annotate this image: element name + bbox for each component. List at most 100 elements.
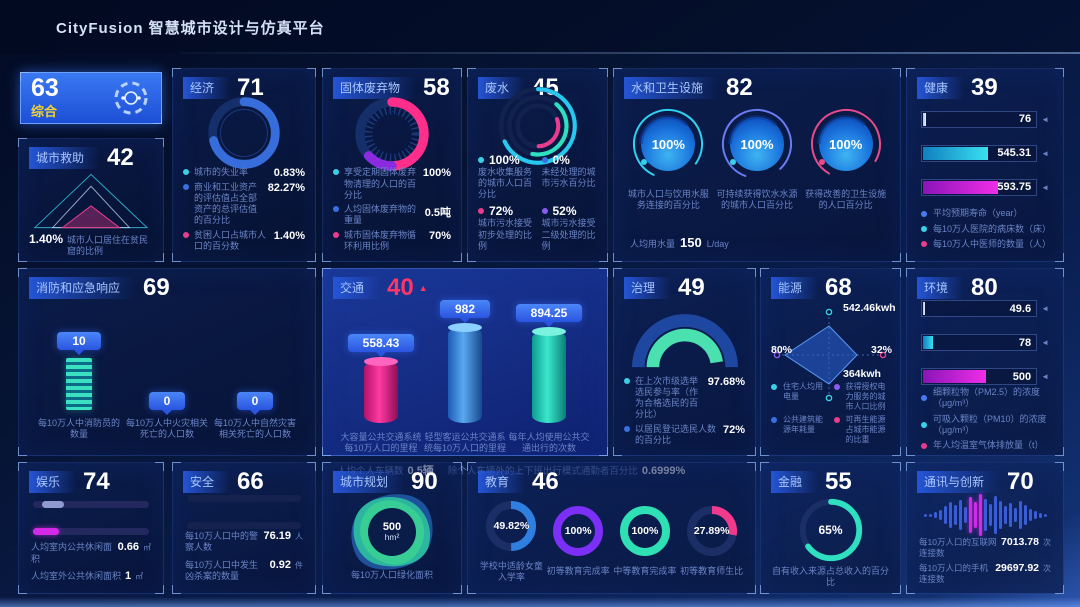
panel-energy[interactable]: 能源 68 542.46kwh 32% 364kwh 80% 住宅人均用电量 获…	[760, 268, 901, 456]
panel-health[interactable]: 健康 39 76 ◄ 545.31 ◄ 593.75 ◄ 平均预期寿命（year） 每…	[906, 68, 1064, 262]
cylinder-column: 982 轻型客运公共交通系统每10万人口的里程	[423, 300, 506, 454]
slider[interactable]	[33, 527, 149, 535]
slider[interactable]	[33, 500, 149, 508]
legend-item: 细颗粒物（PM2.5）的浓度（μg/m³）	[921, 387, 1049, 410]
panel-title-label: 健康	[917, 77, 965, 99]
liquid-gauge-svg	[721, 109, 792, 179]
recreation-stats: 人均室内公共休闲面积 0.66 ㎡ 人均室外公共休闲面积 1 ㎡	[29, 541, 153, 586]
panel-title: 健康 39	[917, 76, 1053, 100]
panel-title: 娱乐 74	[29, 470, 153, 494]
bar-row: 78 ◄	[921, 334, 1049, 351]
bullet-icon	[624, 425, 630, 432]
panel-solid-waste[interactable]: 固体废弃物 58 享受定期固体废弃物清理的人口的百分比 100% 人均固体废弃物的…	[322, 68, 462, 262]
governance-gauge-svg	[631, 313, 738, 368]
ring-label: 初等教育师生比	[680, 566, 744, 577]
panel-finance[interactable]: 金融 55 65% 自有收入来源占总收入的百分比	[760, 462, 901, 594]
panel-score: 69	[143, 274, 170, 301]
panel-environment[interactable]: 环境 80 49.6 ◄ 78 ◄ 500 ◄ 细颗粒物（PM2.5）的浓度（μg/m…	[906, 268, 1064, 456]
panel-title: 固体废弃物 58	[333, 76, 451, 100]
list-item: 在上次市级选举选民参与率（作为合格选民的百分比） 97.68%	[624, 376, 745, 421]
slider-knob[interactable]	[33, 527, 59, 535]
panel-score: 55	[825, 468, 852, 495]
panel-score: 66	[237, 468, 264, 495]
triangle-chart-svg	[33, 173, 149, 229]
panel-urban-planning[interactable]: 城市规划 90 500 hm² 每10万人口绿化面积	[322, 462, 462, 594]
bar	[187, 495, 301, 502]
environment-legend: 细颗粒物（PM2.5）的浓度（μg/m³） 可吸入颗粒（PM10）的浓度（μg/…	[917, 385, 1053, 455]
panel-communication[interactable]: 通讯与创新 70 每10万人口的互联网连接数 7013.78 次 每10万人口的手机…	[906, 462, 1064, 594]
panel-title-label: 通讯与创新	[917, 471, 1001, 493]
recreation-sliders	[29, 494, 153, 541]
bullet-icon	[921, 442, 927, 449]
communication-stats: 每10万人口的互联网连接数 7013.78 次 每10万人口的手机连接数 29697.…	[917, 536, 1053, 589]
panel-title: 城市规划 90	[333, 470, 451, 494]
striped-bar	[66, 357, 92, 410]
economy-donut-svg	[208, 97, 280, 169]
cylinder-bar	[532, 327, 566, 423]
panel-title-label: 消防和应急响应	[29, 277, 137, 299]
liquid-gauge: 100% 城市人口与饮用水服务连接的百分比	[624, 106, 712, 212]
bullet-icon	[624, 377, 630, 384]
panel-score: 70	[1007, 468, 1034, 495]
panel-education[interactable]: 教育 46 49.82% 学校中适龄女童入学率 1	[467, 462, 756, 594]
panel-fire-emergency[interactable]: 消防和应急响应 69 10 每10万人中消防员的数量 0 每10万人中火灾相关死…	[18, 268, 316, 456]
panel-transport[interactable]: 交通 40 ▲ 558.43 大容量公共交通系统每10万人口的里程 982 轻型…	[322, 268, 685, 477]
panel-title: 经济 71	[183, 76, 305, 100]
bullet-icon	[541, 208, 548, 215]
solid-waste-donut-svg	[355, 96, 429, 171]
panel-title: 通讯与创新 70	[917, 470, 1053, 494]
panel-city-aid[interactable]: 城市救助 42 1.40% 城市人口居住在贫民窟的比例	[18, 138, 164, 262]
panel-title-label: 环境	[917, 277, 965, 299]
cylinder-column: 558.43 大容量公共交通系统每10万人口的里程	[340, 334, 422, 454]
panel-governance[interactable]: 治理 49 在上次市级选举选民参与率（作为合格选民的百分比） 97.68% 以居民…	[613, 268, 756, 456]
water-usage-stat: 人均用水量 150 L/day	[630, 234, 729, 250]
bullet-icon	[478, 208, 484, 215]
finance-label: 自有收入来源占总收入的百分比	[771, 566, 889, 588]
panel-title: 安全 66	[183, 470, 305, 494]
gauge-value: 100%	[651, 136, 685, 152]
stat: 每10万人口中的警察人数 76.19 人	[185, 530, 303, 553]
value-bubble: 10	[57, 331, 101, 355]
panel-title: 交通 40 ▲	[333, 276, 597, 300]
value-bubble: 0	[236, 391, 274, 415]
gauge-label: 城市人口与饮用水服务连接的百分比	[627, 189, 709, 211]
governance-gauge-chart	[624, 300, 745, 376]
city-aid-stat: 1.40% 城市人口居住在贫民窟的比例	[29, 232, 153, 258]
environment-bars-chart: 49.6 ◄ 78 ◄ 500 ◄	[917, 300, 1053, 385]
panel-title: 水和卫生设施 82	[624, 76, 890, 100]
bullet-icon	[541, 156, 548, 163]
panel-wastewater[interactable]: 废水 45 100% 废水收集服务的城市人口百分比 0% 未经处理的城市污水百分比 …	[467, 68, 608, 262]
panel-title-label: 城市规划	[333, 471, 405, 493]
bar-cap-icon: ◄	[1041, 338, 1049, 347]
panel-water-sanitation[interactable]: 水和卫生设施 82 100% 城市人口与饮用水服务连接的百分比	[613, 68, 901, 262]
legend-item: 可吸入颗粒（PM10）的浓度（μg/m³）	[921, 414, 1049, 437]
panel-recreation[interactable]: 娱乐 74 人均室内公共休闲面积 0.66 ㎡ 人均室外公共休闲面积 1 ㎡	[18, 462, 164, 594]
blob-center-value: 500 hm²	[368, 507, 416, 556]
fire-stats-chart: 10 每10万人中消防员的数量 0 每10万人中火灾相关死亡的人口数 0 每10…	[29, 300, 305, 448]
panel-title: 能源 68	[771, 276, 890, 300]
finance-ring-svg	[799, 498, 862, 562]
donut-ring: 27.89% 初等教育师生比	[680, 504, 744, 577]
panel-economy[interactable]: 经济 71 城市的失业率 0.83% 商业和工业资产的评估值占全部资产的总评估值的…	[172, 68, 316, 262]
ring-value: 49.82%	[493, 519, 530, 532]
composite-score: 63	[31, 73, 59, 102]
bullet-icon	[333, 231, 339, 238]
liquid-gauge-svg	[810, 109, 881, 179]
panel-score: 80	[971, 274, 998, 301]
donut-ring: 49.82% 学校中适龄女童入学率	[479, 499, 543, 584]
bar-row: 76 ◄	[921, 110, 1049, 128]
green-area-blob-chart: 500 hm²	[333, 481, 451, 582]
panel-score: 82	[726, 74, 753, 101]
panel-composite[interactable]: 63 综合	[20, 72, 162, 124]
bullet-icon	[921, 226, 927, 233]
water-gauges: 100% 城市人口与饮用水服务连接的百分比 100% 可持续获得饮水水源的城市人…	[624, 100, 890, 235]
slider-knob[interactable]	[42, 500, 64, 508]
donut-ring-svg	[619, 506, 670, 557]
panel-title-label: 废水	[478, 77, 526, 99]
donut-ring-svg	[553, 506, 604, 557]
panel-safety[interactable]: 安全 66 每10万人口中的警察人数 76.19 人 每10万人口中发生凶杀案的数量…	[172, 462, 316, 594]
ring-label: 学校中适龄女童入学率	[479, 560, 543, 582]
bar-cap-icon: ◄	[1041, 372, 1049, 381]
panel-score: 90	[411, 468, 438, 495]
